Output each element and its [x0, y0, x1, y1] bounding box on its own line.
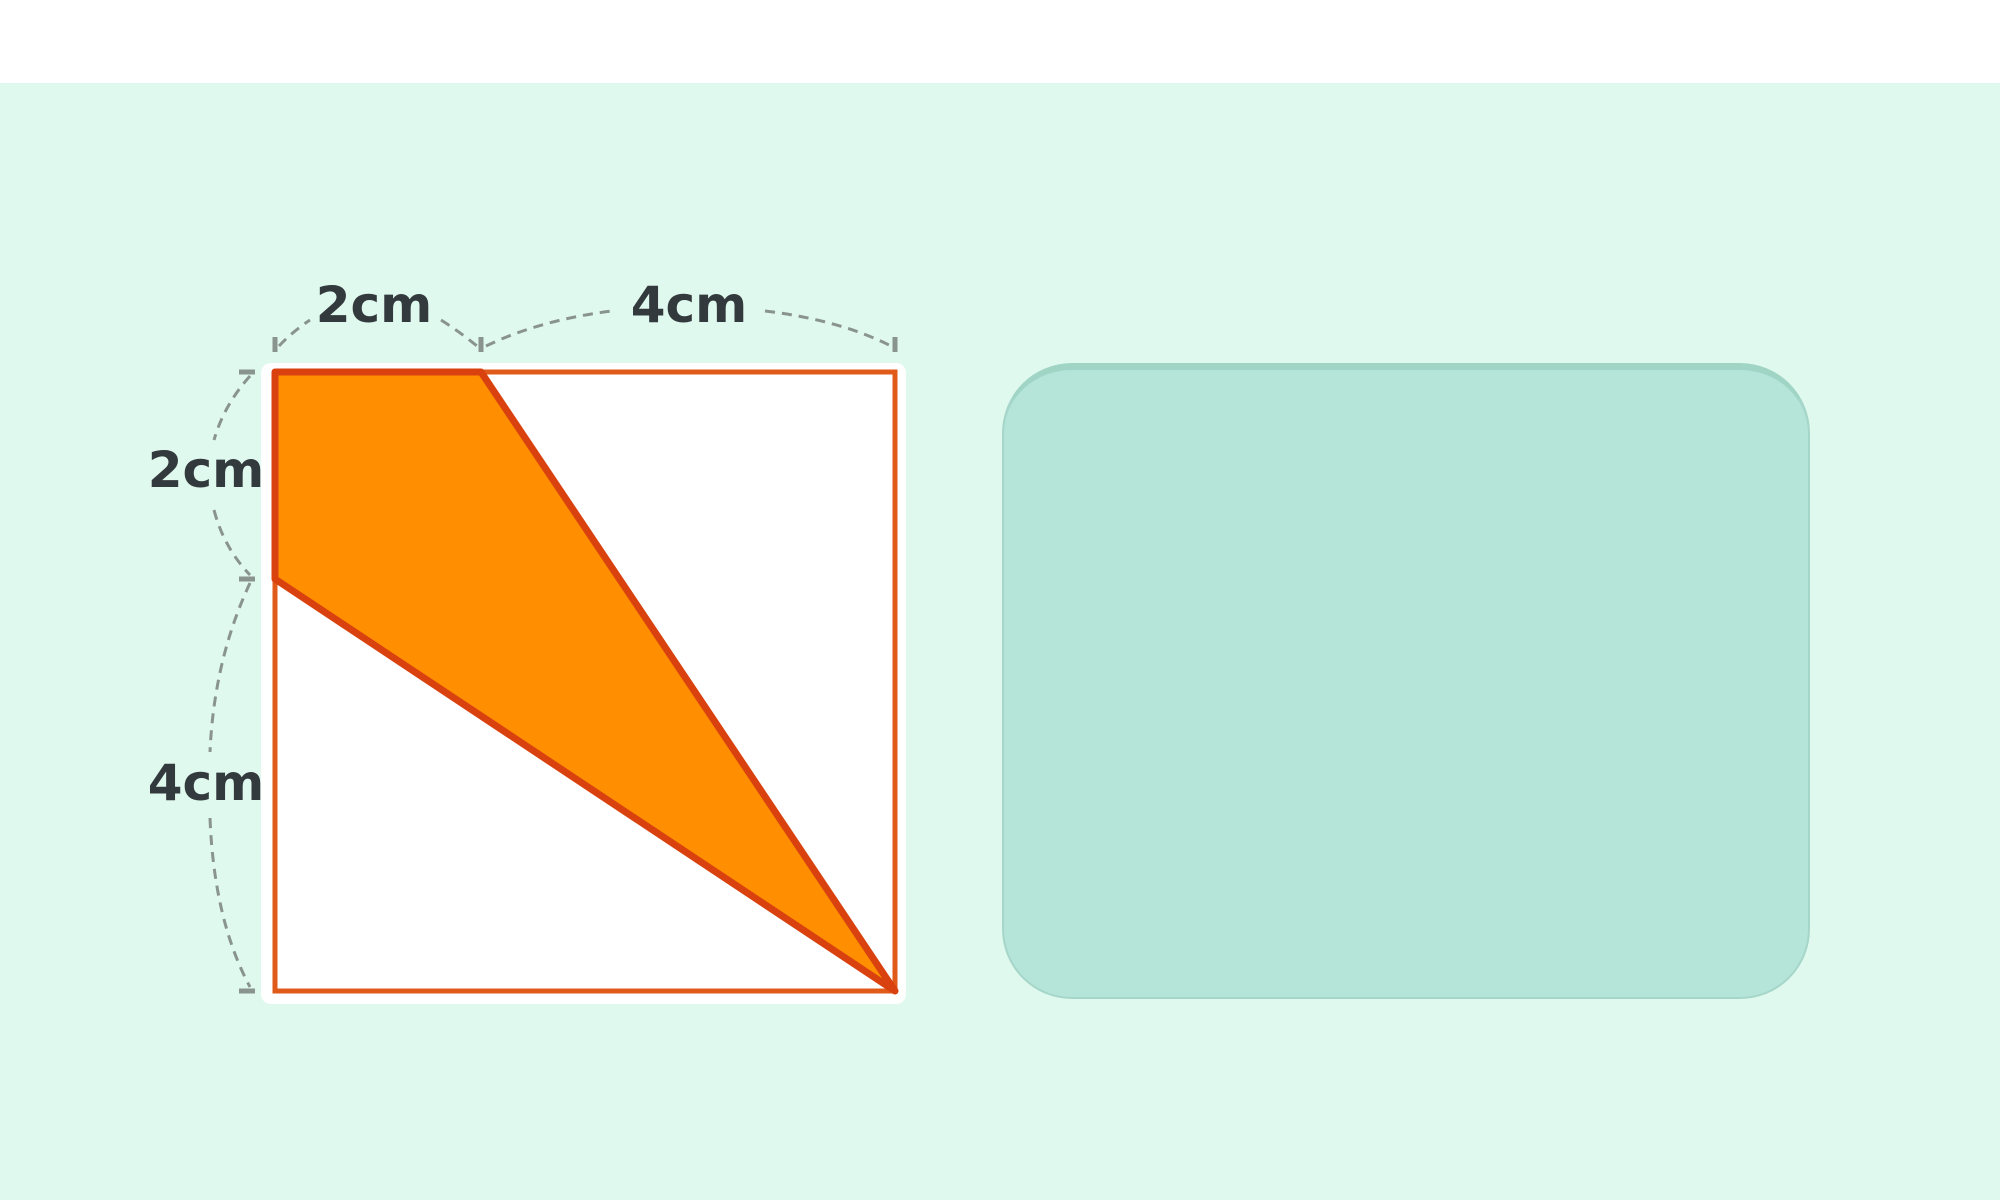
left-label-first: 2cm: [148, 441, 265, 499]
left-arc-first-bottom: [212, 509, 252, 577]
top-label-second: 4cm: [631, 276, 748, 334]
top-arc-first-left: [277, 318, 311, 348]
left-label-second: 4cm: [148, 754, 265, 812]
top-label-first: 2cm: [316, 276, 433, 334]
shaded-region: [271, 368, 899, 995]
left-arc-second-top: [208, 582, 252, 753]
left-arc-second-bottom: [208, 817, 252, 988]
answer-panel[interactable]: [1002, 363, 1810, 999]
top-arc-second-right: [764, 309, 892, 348]
top-arc-second-left: [485, 309, 613, 348]
left-arc-first-top: [212, 374, 252, 441]
top-arc-first-right: [440, 318, 478, 348]
